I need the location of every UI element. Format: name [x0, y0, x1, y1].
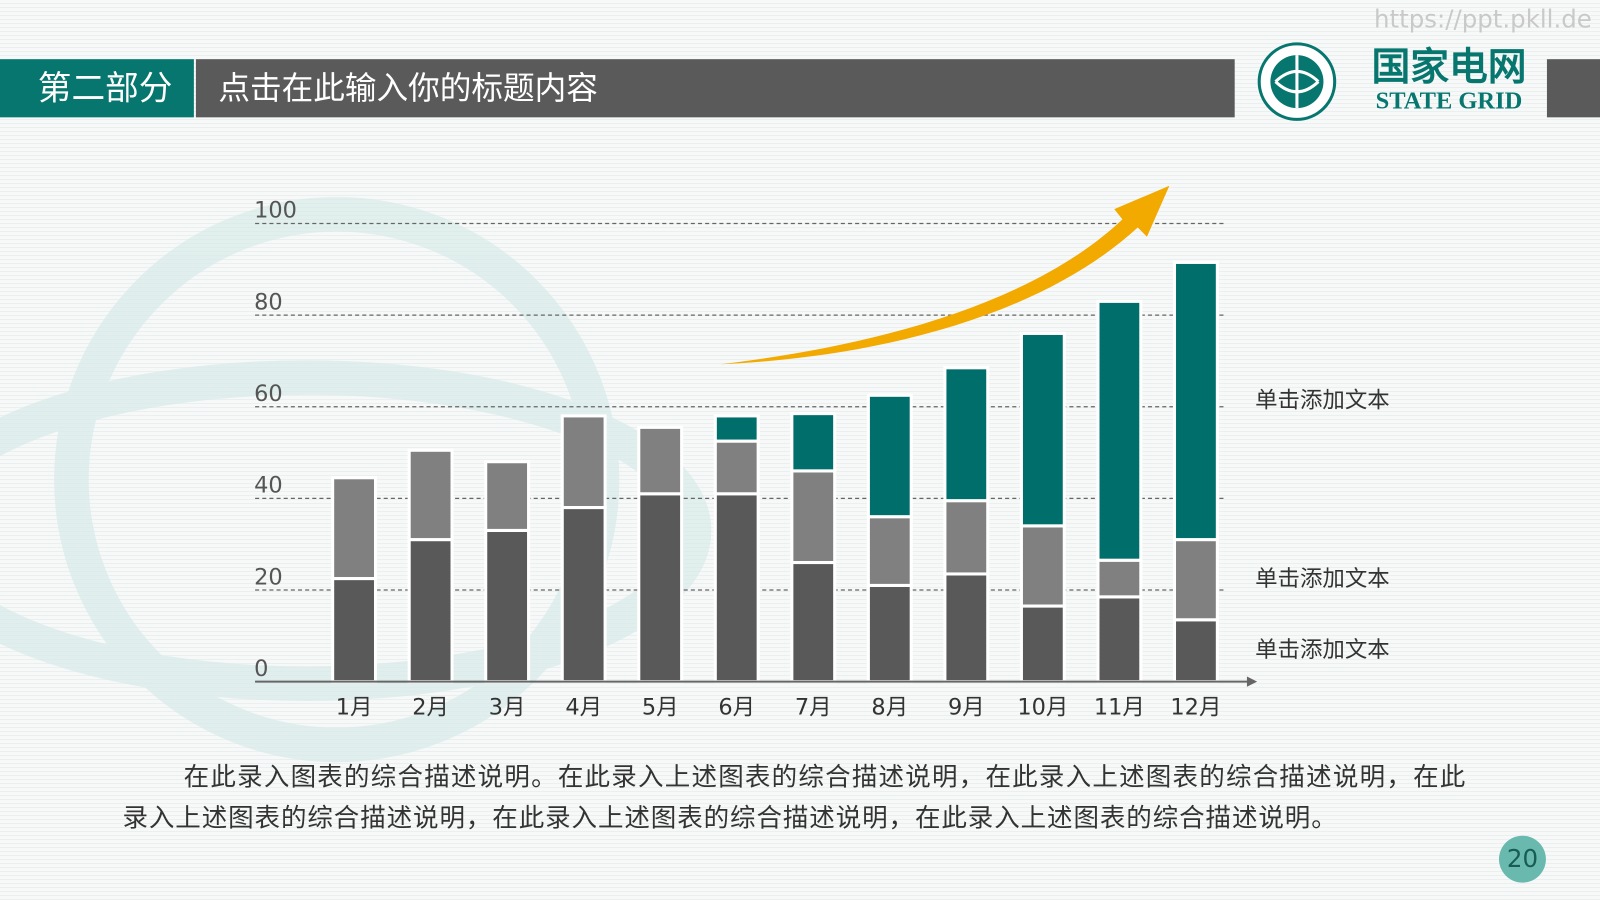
- page-number: 20: [1507, 844, 1538, 873]
- y-tick-label: 100: [254, 198, 297, 224]
- logo: 国家电网 STATE GRID: [1257, 42, 1527, 121]
- bar-segment: [407, 448, 454, 542]
- x-tick-label: 5月: [642, 695, 679, 721]
- page-badge: [1498, 835, 1546, 883]
- title-bar: [195, 59, 1235, 118]
- legend-label: 单击添加文本: [1255, 637, 1390, 663]
- bar-segment: [866, 583, 913, 684]
- bar-segment: [866, 515, 913, 587]
- bar-segment: [407, 538, 454, 684]
- bar-segment: [1096, 595, 1143, 684]
- x-tick-label: 6月: [718, 695, 755, 721]
- section-bar: [0, 59, 194, 118]
- bar-segment: [1096, 558, 1143, 599]
- bar-segment: [1172, 538, 1219, 622]
- y-tick-label: 60: [254, 381, 283, 407]
- chart: 0 20 40 60 80 100 1月 2月 3月 4月 5月 6月 7月 8月 9月 10月 11月 12月 单…: [254, 198, 1390, 721]
- legend-label: 单击添加文本: [1255, 388, 1390, 414]
- bar-segment: [713, 492, 760, 684]
- y-tick-label: 40: [254, 473, 283, 499]
- logo-en: STATE GRID: [1376, 88, 1523, 115]
- bar-segment: [943, 572, 990, 684]
- x-tick-label: 9月: [948, 695, 985, 721]
- bar-segment: [713, 414, 760, 443]
- bar-segment: [560, 506, 607, 684]
- x-tick-label: 8月: [871, 695, 908, 721]
- y-tick-label: 20: [254, 564, 283, 590]
- bar-segment: [713, 439, 760, 496]
- bar-segment: [790, 560, 837, 684]
- x-tick-label: 3月: [489, 695, 526, 721]
- bar-segment: [790, 412, 837, 473]
- bar-segment: [1019, 524, 1066, 608]
- bar-segment: [790, 469, 837, 565]
- x-tick-label: 2月: [412, 695, 449, 721]
- bar-segment: [331, 476, 378, 581]
- section-label: 第二部分: [38, 68, 173, 107]
- description-line: 录入上述图表的综合描述说明，在此录入上述图表的综合描述说明，在此录入上述图表的综…: [122, 803, 1336, 833]
- bar-segment: [943, 366, 990, 503]
- y-tick-label: 0: [254, 656, 268, 682]
- x-tick-label: 12月: [1170, 695, 1221, 721]
- bar-segment: [484, 528, 531, 684]
- bar-segment: [331, 577, 378, 684]
- bar-segment: [1019, 604, 1066, 684]
- x-axis-arrow: [1246, 676, 1258, 687]
- x-tick-label: 4月: [565, 695, 602, 721]
- legend-label: 单击添加文本: [1255, 566, 1390, 592]
- bar-segment: [560, 414, 607, 510]
- x-tick-label: 11月: [1094, 695, 1145, 721]
- bar-segment: [943, 499, 990, 576]
- bar-segment: [866, 393, 913, 519]
- description-line: 在此录入图表的综合描述说明。在此录入上述图表的综合描述说明，在此录入上述图表的综…: [184, 763, 1466, 793]
- y-tick-label: 80: [254, 289, 283, 315]
- slide-title: 点击在此输入你的标题内容: [218, 71, 598, 107]
- x-tick-label: 7月: [795, 695, 832, 721]
- x-tick-label: 10月: [1017, 695, 1068, 721]
- x-tick-label: 1月: [336, 695, 373, 721]
- bar-segment: [1019, 331, 1066, 528]
- title-bar-end: [1546, 59, 1600, 118]
- bar-segment: [1172, 260, 1219, 542]
- logo-cn: 国家电网: [1371, 45, 1526, 90]
- bar-segment: [637, 492, 684, 684]
- bar-segment: [484, 460, 531, 532]
- watermark: https://ppt.pkll.de: [1374, 4, 1592, 33]
- bar-segment: [1096, 299, 1143, 562]
- bar-segment: [637, 425, 684, 496]
- bar-segment: [1172, 618, 1219, 684]
